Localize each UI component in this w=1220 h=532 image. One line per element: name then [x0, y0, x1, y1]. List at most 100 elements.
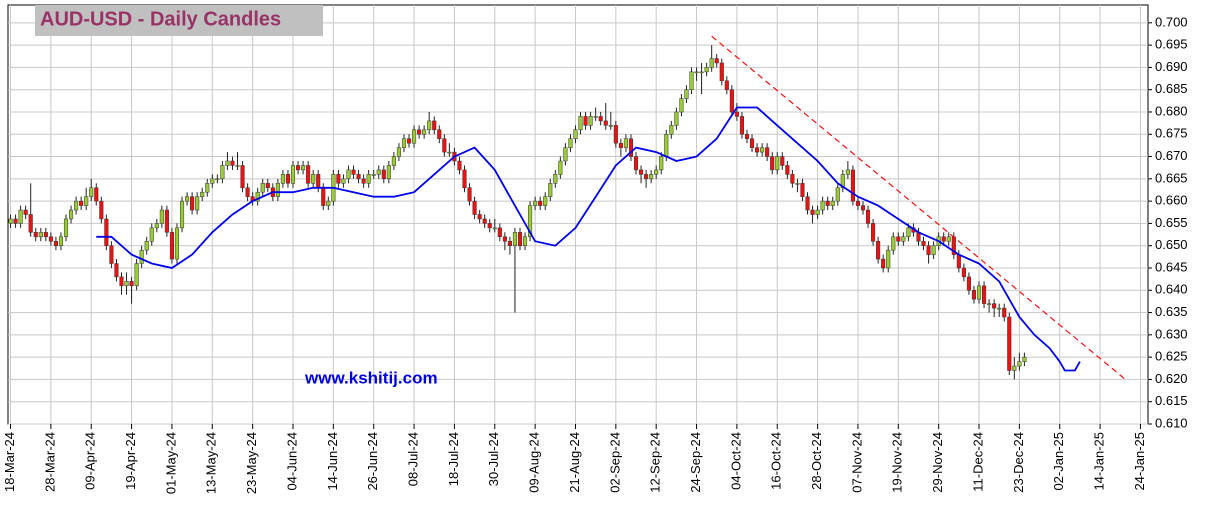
candle-body [871, 223, 876, 242]
candle-body [770, 156, 775, 171]
candle-body [220, 165, 225, 180]
x-tick-label: 12-Sep-24 [648, 432, 663, 493]
y-tick-label: 0.650 [1155, 237, 1188, 252]
y-tick-label: 0.690 [1155, 59, 1188, 74]
candle-body [507, 240, 512, 246]
candle-body [94, 187, 99, 202]
x-tick-label: 11-Dec-24 [970, 432, 985, 492]
candle-body [195, 196, 200, 211]
candle-body [391, 156, 396, 166]
candle-body [366, 174, 371, 184]
y-tick-label: 0.670 [1155, 148, 1188, 163]
y-tick-label: 0.620 [1155, 371, 1188, 386]
candle-body [956, 254, 961, 269]
candle-body [845, 169, 850, 175]
candle-body [346, 169, 351, 180]
candle-body [961, 267, 966, 278]
candle-body [593, 116, 598, 118]
x-tick-label: 02-Sep-24 [607, 432, 622, 493]
candle-body [230, 160, 235, 166]
y-tick-label: 0.615 [1155, 393, 1188, 408]
candle-body [719, 62, 724, 82]
candle-body [734, 111, 739, 117]
candle-body [588, 116, 593, 126]
candle-body [84, 196, 89, 206]
candle-body [311, 174, 316, 184]
candle-body [200, 191, 205, 197]
x-tick-label: 29-Nov-24 [930, 432, 945, 493]
candle-body [290, 165, 296, 184]
candle-body [835, 187, 840, 202]
candle-body [316, 174, 321, 189]
candle-body [447, 151, 452, 154]
candle-body [437, 129, 442, 139]
candle-body [992, 303, 997, 309]
candle-body [659, 156, 664, 171]
candle-body [457, 160, 462, 171]
candle-body [422, 129, 427, 135]
candle-body [618, 142, 623, 148]
x-tick-label: 18-Mar-24 [2, 432, 17, 492]
candle-body [674, 111, 679, 126]
candle-body [850, 169, 855, 202]
x-tick-label: 08-Jul-24 [405, 432, 420, 486]
candle-body [603, 120, 608, 126]
candle-body [417, 129, 422, 135]
x-tick-label: 14-Jan-25 [1092, 432, 1107, 491]
candle-body [336, 174, 341, 184]
x-tick-label: 09-Apr-24 [83, 432, 98, 490]
candle-body [517, 232, 523, 246]
candle-body [472, 200, 477, 215]
candle-body [931, 245, 936, 255]
axes: 0.610 0.615 0.620 0.625 0.630 0.635 0.640 0.645… [2, 14, 1188, 494]
candle-body [179, 200, 185, 229]
candle-body [235, 165, 240, 167]
candle-body [376, 169, 381, 175]
candle-body [709, 58, 714, 68]
candle-body [497, 227, 502, 238]
candle-body [679, 98, 684, 113]
candle-body [971, 290, 977, 300]
candle-body [210, 178, 215, 184]
y-tick-label: 0.665 [1155, 170, 1188, 185]
candle-body [442, 138, 447, 153]
candle-body [896, 236, 901, 242]
candle-body [326, 200, 331, 206]
x-tick-label: 19-Nov-24 [890, 432, 905, 493]
candle-body [800, 183, 805, 197]
x-tick-label: 28-Oct-24 [809, 432, 824, 490]
candle-body [785, 165, 790, 175]
candle-body [1007, 316, 1012, 371]
candle-body [275, 183, 280, 197]
candle-body [356, 174, 361, 180]
candle-body [855, 200, 861, 206]
chart-title: AUD-USD - Daily Candles [40, 8, 281, 30]
y-tick-label: 0.700 [1155, 14, 1188, 29]
candle-body [144, 240, 149, 251]
candle-body [149, 227, 154, 242]
candle-body [780, 156, 785, 166]
y-tick-label: 0.685 [1155, 81, 1188, 96]
candle-body [134, 263, 139, 287]
candle-body [260, 183, 265, 193]
candle-body [124, 281, 129, 287]
candle-body [225, 160, 230, 166]
candle-body [724, 80, 729, 90]
candle-body [23, 209, 28, 215]
candle-body [755, 147, 760, 153]
x-tick-label: 21-Aug-24 [567, 432, 582, 493]
candle-body [704, 67, 709, 73]
x-tick-label: 01-May-24 [163, 432, 178, 494]
candle-body [412, 129, 417, 144]
candle-body [860, 205, 866, 211]
x-tick-label: 04-Oct-24 [728, 432, 743, 490]
candle-body [538, 200, 543, 206]
candle-body [174, 227, 180, 260]
candle-body [265, 183, 270, 189]
y-tick-label: 0.680 [1155, 103, 1188, 118]
y-tick-label: 0.675 [1155, 126, 1188, 141]
x-tick-label: 23-May-24 [244, 432, 259, 494]
candle-body [805, 196, 810, 211]
candle-body [432, 120, 437, 131]
moving-average-line [96, 106, 1081, 372]
